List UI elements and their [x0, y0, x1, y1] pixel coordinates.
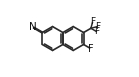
Text: F: F: [95, 27, 100, 36]
Text: F: F: [88, 44, 93, 54]
Text: N: N: [29, 22, 37, 32]
Text: F: F: [90, 17, 95, 26]
Text: F: F: [95, 22, 100, 31]
